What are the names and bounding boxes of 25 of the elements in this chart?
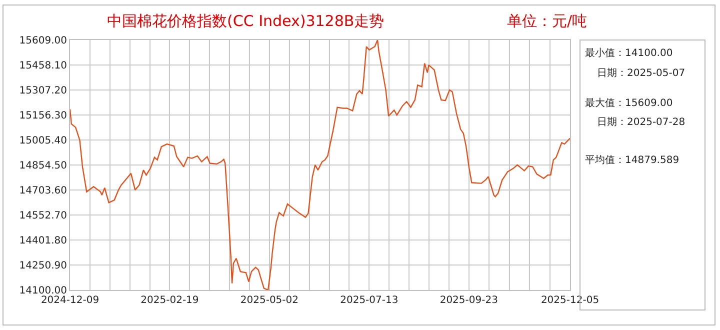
x-tick-label: 2025-07-13 [340, 295, 398, 306]
y-tick-label: 14401.80 [19, 236, 67, 246]
y-tick-label: 15156.30 [19, 110, 67, 122]
text: 最大值：15609.00 [585, 97, 673, 109]
x-tick-label: 2025-12-05 [540, 295, 600, 306]
x-tick-label: 2025-02-19 [140, 295, 199, 306]
chart-subtitle: 单位：元/吨 [507, 12, 588, 30]
chart-title: 中国棉花价格指数(CC Index)3128B走势 [107, 12, 384, 30]
text: 最小值：14100.00 [585, 47, 673, 59]
text: 日期：2025-07-28 [597, 116, 686, 128]
y-tick-label: 14703.60 [19, 186, 67, 196]
y-tick-label: 15005.40 [19, 136, 67, 146]
y-tick-label: 15307.20 [19, 86, 67, 96]
x-tick-label: 2025-09-23 [440, 295, 498, 306]
line-series [70, 40, 570, 290]
y-tick-label: 14250.90 [19, 260, 67, 272]
x-tick-label: 2025-05-02 [240, 295, 299, 306]
text: 平均值：14879.589 [585, 154, 680, 166]
y-tick-label: 15458.10 [19, 60, 67, 72]
y-tick-label: 14552.70 [19, 210, 67, 222]
y-tick-label: 14854.50 [19, 160, 67, 172]
x-tick-label: 2024-12-09 [40, 295, 100, 306]
text: 日期：2025-05-07 [597, 67, 686, 79]
y-tick-label: 15609.00 [19, 36, 67, 46]
y-tick-label: 14100.00 [19, 286, 67, 296]
